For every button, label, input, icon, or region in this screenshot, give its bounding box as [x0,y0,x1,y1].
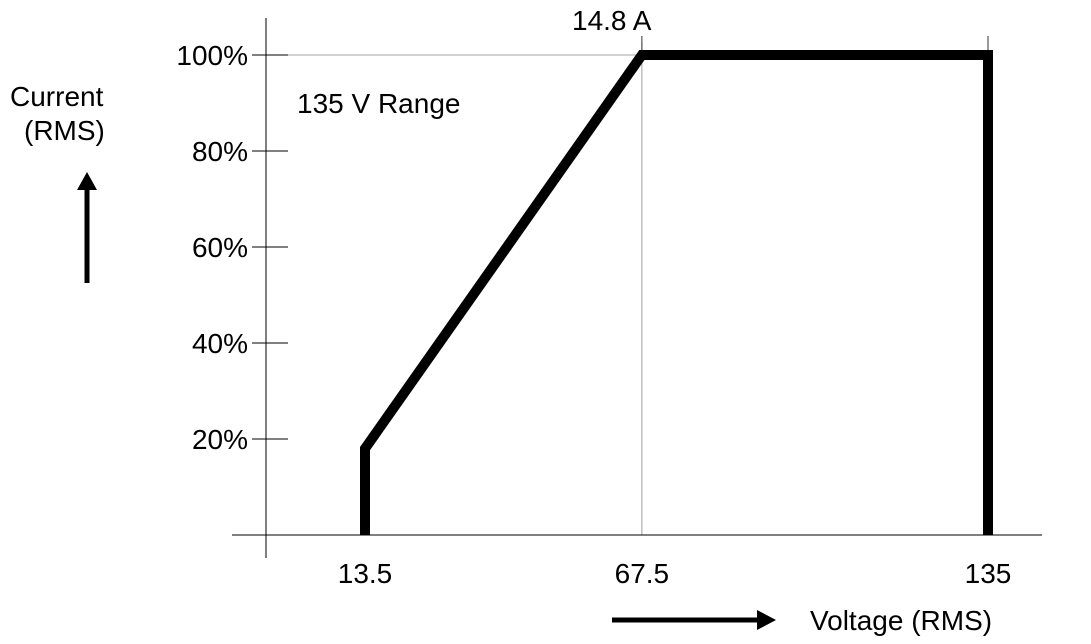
range-label: 135 V Range [297,88,460,119]
series-point [364,448,366,450]
up-arrow-icon [77,172,97,283]
x-tick-label: 67.5 [615,558,670,589]
x-tick-label: 13.5 [338,558,393,589]
series-point [641,54,643,56]
series-point [987,54,989,56]
right-arrow-icon [612,610,776,630]
y-axis-label-line1: Current [10,81,104,112]
y-tick-label: 40% [192,328,248,359]
y-tick-label: 80% [192,136,248,167]
y-tick-label: 20% [192,424,248,455]
series-point [364,534,366,536]
y-tick-label: 100% [176,40,248,71]
annotation-top: 14.8 A [572,5,652,36]
y-tick-label: 60% [192,232,248,263]
series-point [987,534,989,536]
x-tick-label: 135 [965,558,1012,589]
y-axis-label-line2: (RMS) [24,115,105,146]
x-axis-label: Voltage (RMS) [810,605,992,636]
series-line [360,50,993,535]
y-ticks: 20% 40% 60% 80% 100% [176,40,288,455]
x-ticks: 13.5 67.5 135 [338,558,1012,589]
series [360,50,993,536]
